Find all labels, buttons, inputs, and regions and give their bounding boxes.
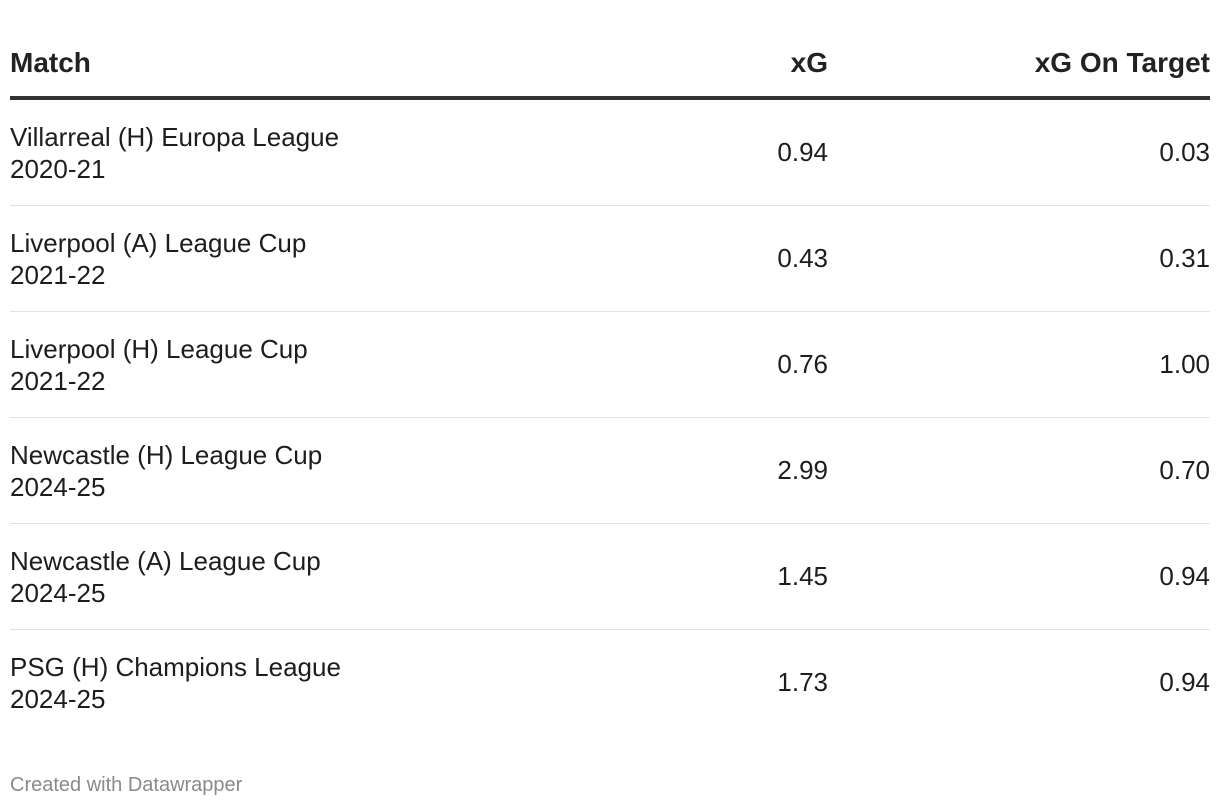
match-cell: Newcastle (H) League Cup 2024-25 <box>10 417 650 524</box>
match-name: Newcastle (H) League Cup <box>10 439 323 470</box>
match-season: 2024-25 <box>10 683 106 714</box>
xg-value: 1.73 <box>777 667 828 697</box>
match-name: Liverpool (H) League Cup <box>10 333 308 364</box>
data-table-container: Match xG xG On Target Villarreal (H) Eur… <box>10 30 1210 735</box>
xg-value: 0.76 <box>650 311 828 418</box>
xg-value: 0.94 <box>650 98 828 206</box>
xg-on-target-value: 1.00 <box>828 311 1210 418</box>
table-row: Newcastle (A) League Cup 2024-25 1.45 0.… <box>10 523 1210 630</box>
match-name: PSG (H) Champions League <box>10 651 341 682</box>
match-cell: Villarreal (H) Europa League 2020-21 <box>10 98 650 206</box>
table-row: Newcastle (H) League Cup 2024-25 2.99 0.… <box>10 417 1210 524</box>
match-season: 2020-21 <box>10 153 106 184</box>
table-header-row: Match xG xG On Target <box>10 30 1210 100</box>
xg-table: Match xG xG On Target Villarreal (H) Eur… <box>10 30 1210 735</box>
column-header-xg[interactable]: xG <box>650 30 828 100</box>
table-row: Villarreal (H) Europa League 2020-21 0.9… <box>10 98 1210 206</box>
match-name: Liverpool (A) League Cup <box>10 227 307 258</box>
xg-on-target-value: 0.03 <box>828 98 1210 206</box>
xg-value: 0.43 <box>650 205 828 312</box>
match-cell: Newcastle (A) League Cup 2024-25 <box>10 523 650 630</box>
match-cell: PSG (H) Champions League 2024-25 <box>10 630 650 736</box>
xg-on-target-value: 0.31 <box>828 205 1210 312</box>
table-row: PSG (H) Champions League 2024-25 1.73 0.… <box>10 630 1210 736</box>
match-cell: Liverpool (H) League Cup 2021-22 <box>10 311 650 418</box>
match-name: Newcastle (A) League Cup <box>10 545 321 576</box>
column-header-match[interactable]: Match <box>10 30 650 100</box>
match-season: 2021-22 <box>10 365 106 396</box>
datawrapper-credit[interactable]: Created with Datawrapper <box>10 774 243 796</box>
match-cell: Liverpool (A) League Cup 2021-22 <box>10 205 650 312</box>
match-season: 2024-25 <box>10 471 106 502</box>
column-header-xg-on-target[interactable]: xG On Target <box>828 30 1210 100</box>
table-row: Liverpool (H) League Cup 2021-22 0.76 1.… <box>10 311 1210 418</box>
match-name: Villarreal (H) Europa League <box>10 121 340 152</box>
xg-on-target-value: 0.70 <box>828 417 1210 524</box>
xg-value: 1.45 <box>650 523 828 630</box>
xg-value: 2.99 <box>650 417 828 524</box>
match-season: 2024-25 <box>10 577 106 608</box>
table-row: Liverpool (A) League Cup 2021-22 0.43 0.… <box>10 205 1210 312</box>
match-season: 2021-22 <box>10 259 106 290</box>
xg-on-target-value: 0.94 <box>1159 667 1210 697</box>
xg-on-target-value: 0.94 <box>828 523 1210 630</box>
